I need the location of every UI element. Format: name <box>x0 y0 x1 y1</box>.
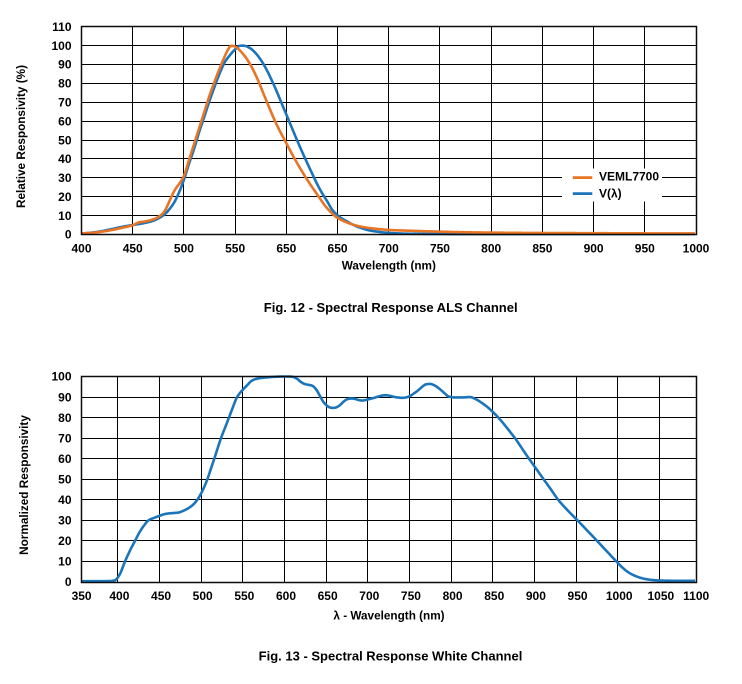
svg-text:40: 40 <box>58 152 72 166</box>
svg-text:80: 80 <box>58 77 72 91</box>
svg-text:900: 900 <box>526 589 546 603</box>
svg-text:950: 950 <box>568 589 588 603</box>
svg-text:850: 850 <box>484 589 504 603</box>
svg-text:500: 500 <box>193 589 213 603</box>
svg-text:100: 100 <box>51 39 71 53</box>
svg-text:90: 90 <box>58 390 72 404</box>
svg-text:400: 400 <box>71 242 91 256</box>
svg-text:60: 60 <box>58 452 72 466</box>
svg-text:850: 850 <box>532 242 552 256</box>
svg-text:20: 20 <box>58 190 72 204</box>
svg-text:V(λ): V(λ) <box>599 186 622 200</box>
svg-text:350: 350 <box>72 589 92 603</box>
svg-text:40: 40 <box>58 493 72 507</box>
svg-text:1050: 1050 <box>647 589 674 603</box>
svg-text:Fig. 12 - Spectral Response AL: Fig. 12 - Spectral Response ALS Channel <box>264 300 518 315</box>
svg-text:30: 30 <box>58 171 72 185</box>
svg-text:50: 50 <box>58 133 72 147</box>
svg-text:1000: 1000 <box>683 242 710 256</box>
svg-text:550: 550 <box>234 589 254 603</box>
svg-text:450: 450 <box>151 589 171 603</box>
svg-text:700: 700 <box>379 242 399 256</box>
svg-text:750: 750 <box>401 589 421 603</box>
svg-text:50: 50 <box>58 472 72 486</box>
svg-text:Normalized Responsivity: Normalized Responsivity <box>18 415 31 555</box>
svg-text:10: 10 <box>58 209 72 223</box>
svg-text:650: 650 <box>328 242 348 256</box>
svg-text:20: 20 <box>58 534 72 548</box>
svg-text:Relative Responsivity (%): Relative Responsivity (%) <box>15 65 28 208</box>
svg-text:80: 80 <box>58 411 72 425</box>
svg-text:600: 600 <box>276 589 296 603</box>
svg-text:650: 650 <box>276 242 296 256</box>
svg-text:950: 950 <box>635 242 655 256</box>
svg-text:110: 110 <box>52 20 72 34</box>
svg-text:1100: 1100 <box>683 589 709 603</box>
svg-text:VEML7700: VEML7700 <box>599 170 659 184</box>
svg-text:0: 0 <box>65 575 72 589</box>
svg-text:0: 0 <box>65 228 72 242</box>
svg-text:900: 900 <box>584 242 604 256</box>
svg-text:10: 10 <box>58 555 72 569</box>
svg-text:λ - Wavelength (nm): λ - Wavelength (nm) <box>333 609 444 622</box>
svg-text:800: 800 <box>481 242 501 256</box>
svg-text:450: 450 <box>123 242 143 256</box>
svg-text:90: 90 <box>58 58 72 72</box>
svg-text:500: 500 <box>174 242 194 256</box>
svg-text:Fig. 13 - Spectral Response Wh: Fig. 13 - Spectral Response White Channe… <box>259 649 523 664</box>
svg-text:800: 800 <box>443 589 463 603</box>
svg-text:Wavelength (nm): Wavelength (nm) <box>342 259 436 272</box>
svg-text:70: 70 <box>58 431 72 445</box>
svg-text:30: 30 <box>58 514 72 528</box>
svg-text:400: 400 <box>109 589 129 603</box>
svg-text:100: 100 <box>51 370 71 384</box>
svg-text:650: 650 <box>318 589 338 603</box>
svg-text:60: 60 <box>58 114 72 128</box>
svg-text:750: 750 <box>430 242 450 256</box>
svg-text:1000: 1000 <box>606 589 633 603</box>
svg-text:550: 550 <box>225 242 245 256</box>
svg-text:70: 70 <box>58 95 72 109</box>
svg-text:700: 700 <box>359 589 379 603</box>
